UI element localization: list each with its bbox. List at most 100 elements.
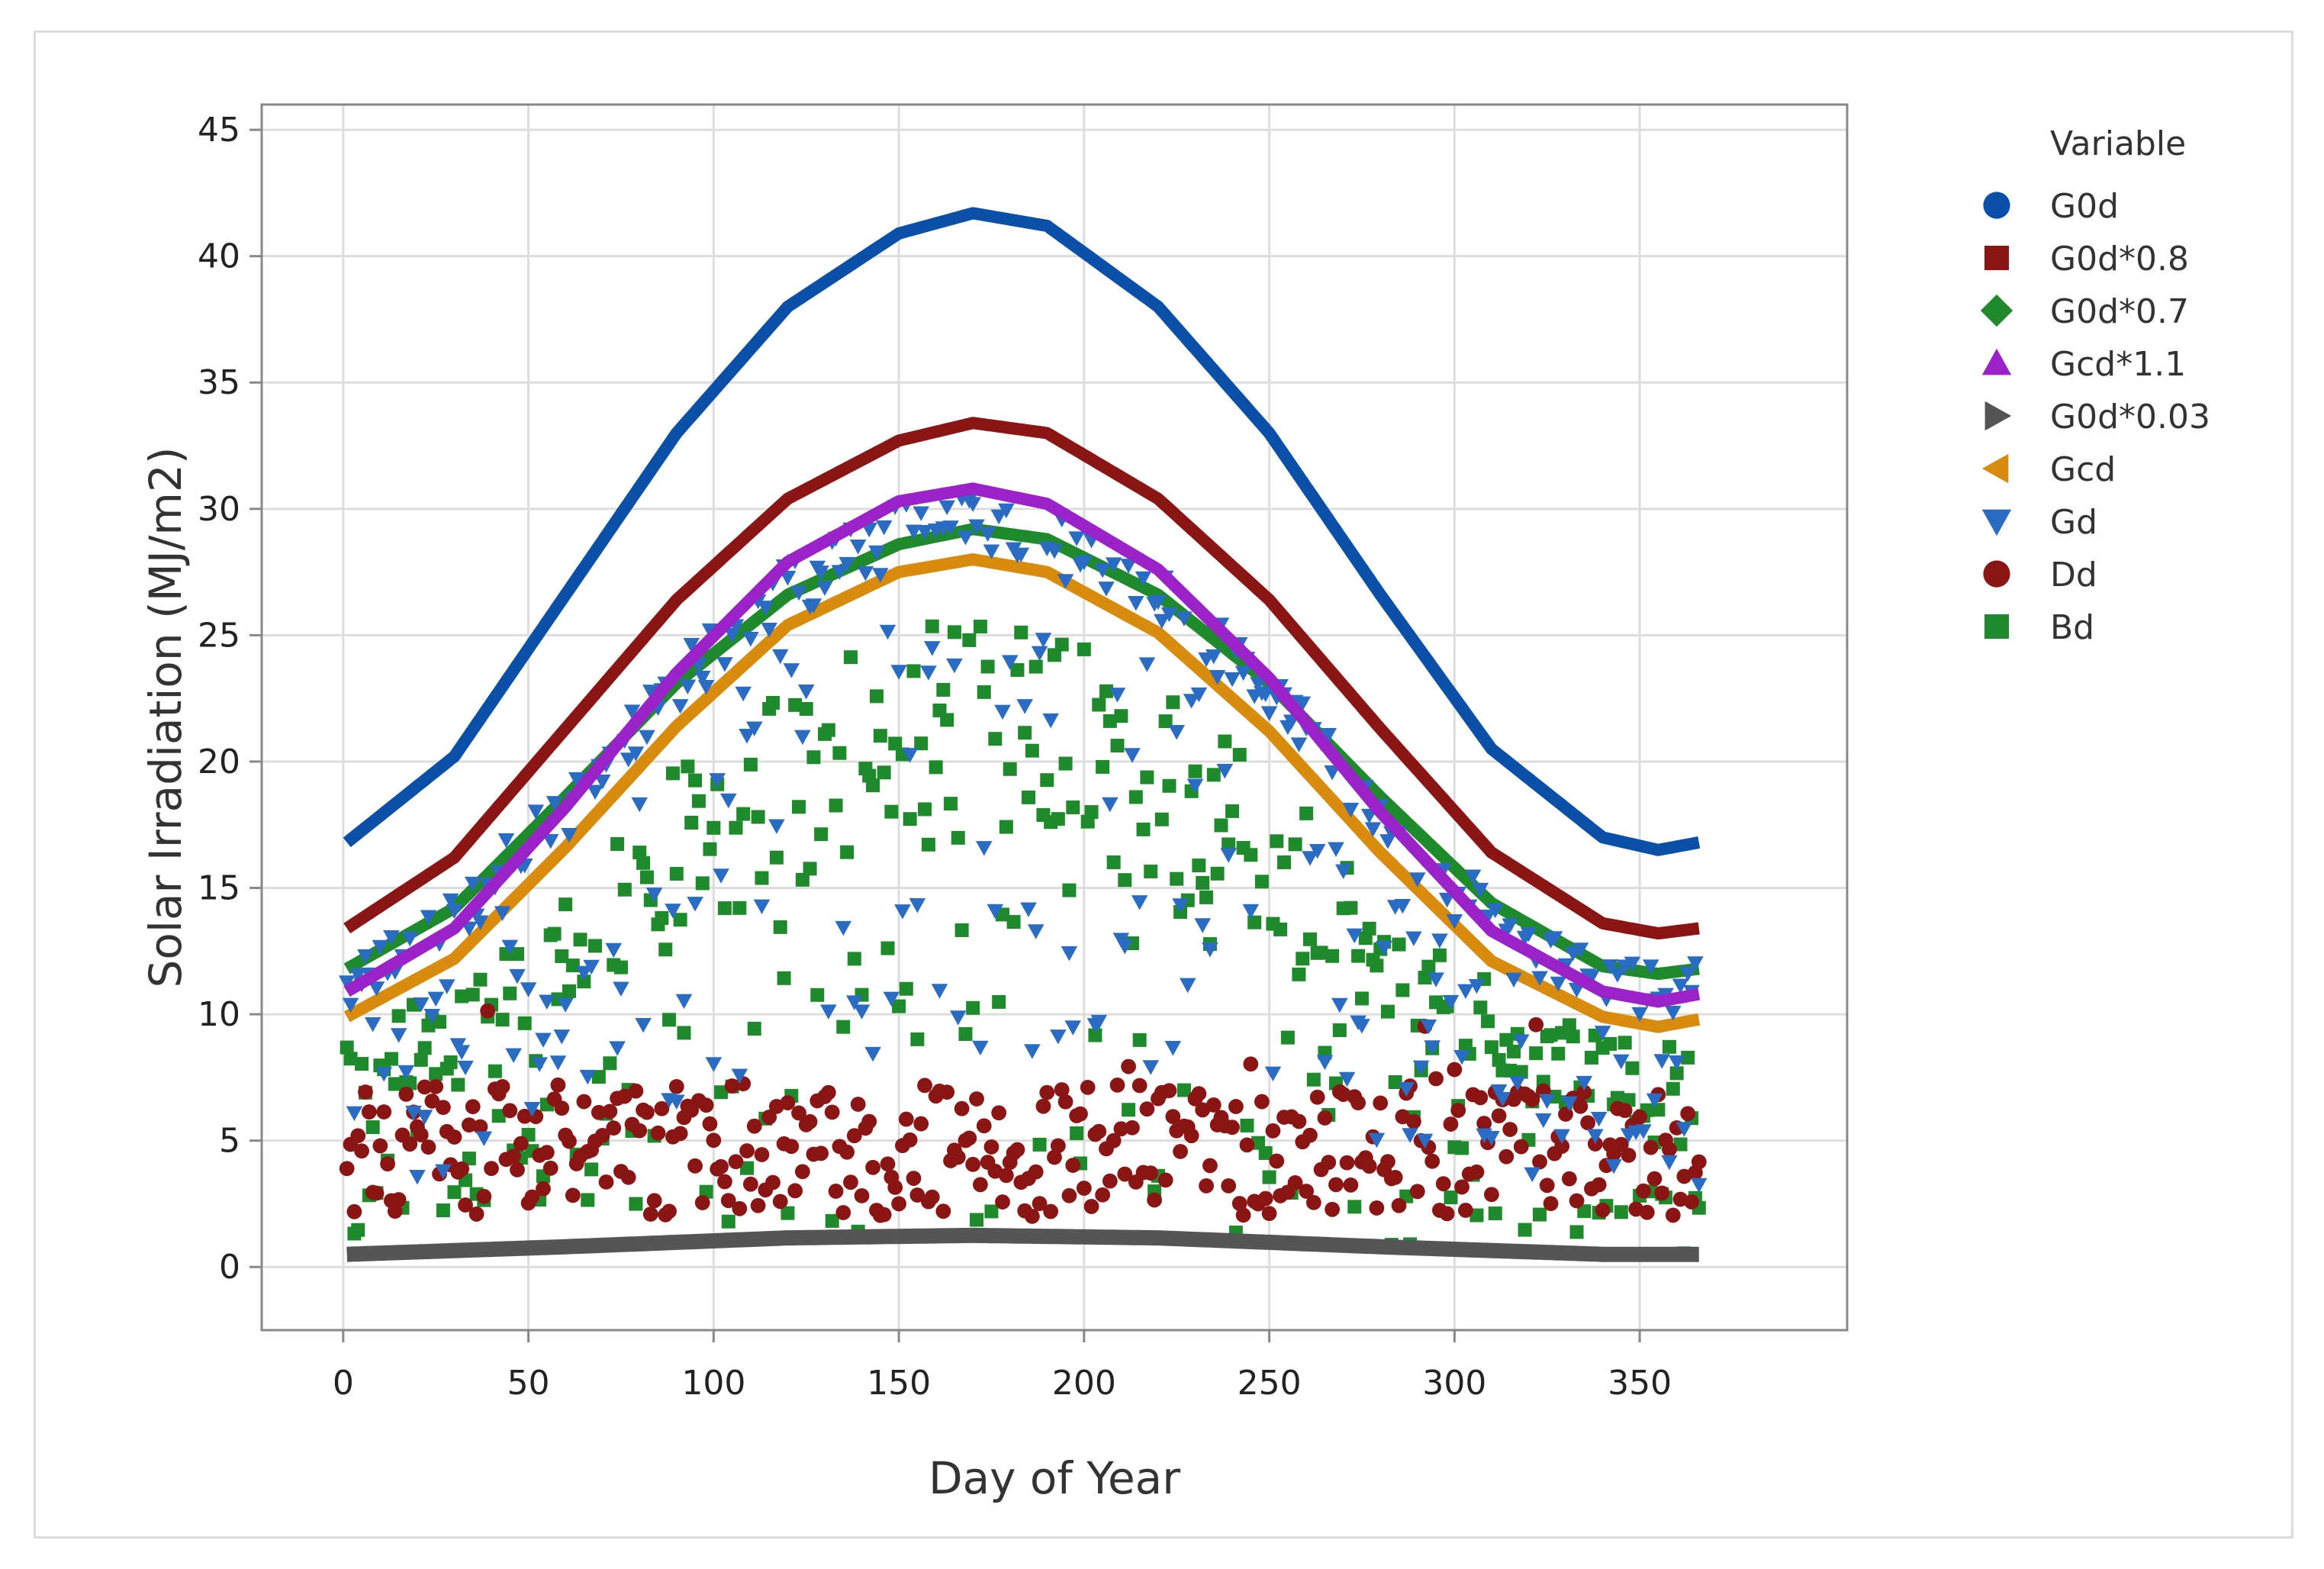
- data-point: [1110, 739, 1125, 753]
- data-point: [650, 1125, 666, 1141]
- data-point: [839, 556, 855, 572]
- data-point: [665, 904, 681, 919]
- data-point: [1054, 637, 1069, 652]
- data-point: [1306, 1072, 1321, 1087]
- legend-label: G0d*0.7: [2050, 292, 2189, 331]
- data-point: [665, 766, 680, 781]
- data-point: [825, 1213, 839, 1228]
- data-point: [391, 1009, 406, 1023]
- data-point: [687, 1158, 703, 1174]
- data-point: [913, 1116, 929, 1132]
- data-point: [546, 796, 563, 811]
- data-point: [457, 1060, 474, 1076]
- data-point: [1014, 625, 1028, 640]
- y-tick-label: 20: [198, 743, 240, 781]
- data-point: [1131, 1078, 1148, 1094]
- data-point: [627, 746, 645, 762]
- data-point: [369, 1185, 385, 1201]
- data-point: [1188, 764, 1202, 778]
- data-point: [465, 987, 480, 1002]
- data-point: [542, 1160, 558, 1176]
- data-point: [924, 1189, 940, 1205]
- data-point: [354, 1143, 369, 1159]
- data-point: [561, 828, 578, 843]
- data-point: [1595, 1203, 1611, 1218]
- data-point: [1594, 1026, 1611, 1041]
- data-point: [576, 1094, 592, 1110]
- data-point: [1221, 1178, 1237, 1194]
- data-point: [1591, 1177, 1607, 1193]
- data-point: [491, 1109, 506, 1123]
- data-point: [1370, 958, 1384, 973]
- data-point: [1625, 1061, 1640, 1075]
- data-point: [553, 1029, 571, 1045]
- data-point: [1205, 1097, 1222, 1113]
- data-point: [1012, 547, 1030, 563]
- data-point: [709, 773, 726, 788]
- legend-label: Dd: [2050, 556, 2097, 594]
- data-point: [1672, 978, 1689, 994]
- data-point: [1614, 1205, 1628, 1219]
- data-point: [829, 798, 843, 813]
- x-tick-label: 350: [1608, 1364, 1672, 1403]
- data-point: [1402, 1128, 1418, 1143]
- data-point: [558, 897, 573, 912]
- data-point: [905, 524, 922, 540]
- data-point: [1216, 763, 1234, 779]
- data-point: [1260, 706, 1278, 721]
- data-point: [1502, 918, 1518, 933]
- data-point: [1117, 1166, 1133, 1182]
- data-point: [1054, 1082, 1070, 1097]
- data-point: [668, 1078, 684, 1094]
- data-point: [1299, 1184, 1315, 1199]
- data-point: [1491, 1108, 1507, 1124]
- data-point: [976, 1118, 992, 1134]
- data-point: [536, 1181, 551, 1197]
- data-point: [358, 1084, 373, 1100]
- data-point: [1453, 1049, 1470, 1065]
- data-point: [1176, 611, 1193, 627]
- data-point: [1303, 932, 1318, 946]
- data-point: [1498, 1149, 1514, 1165]
- data-point: [1135, 571, 1152, 587]
- data-point: [1539, 1178, 1555, 1194]
- data-point: [1262, 1170, 1276, 1184]
- data-point: [821, 723, 835, 737]
- data-point: [683, 638, 700, 653]
- data-point: [751, 810, 765, 824]
- legend-marker: [1983, 560, 2010, 588]
- data-point: [931, 984, 948, 999]
- data-point: [617, 882, 632, 897]
- data-point: [446, 1129, 462, 1145]
- data-point: [745, 721, 763, 736]
- legend-label: Gd: [2050, 503, 2097, 542]
- data-point: [1106, 1132, 1122, 1149]
- data-point: [594, 775, 611, 790]
- x-tick-label: 200: [1052, 1364, 1116, 1403]
- data-point: [645, 888, 663, 903]
- data-point: [832, 746, 847, 760]
- data-point: [923, 641, 941, 656]
- data-point: [1166, 695, 1180, 710]
- data-point: [1354, 1019, 1370, 1034]
- data-point: [805, 598, 822, 614]
- data-point: [1524, 1092, 1540, 1107]
- data-point: [769, 850, 784, 865]
- data-point: [1124, 748, 1141, 763]
- data-point: [1325, 1201, 1341, 1217]
- legend-item: Dd: [1983, 556, 2097, 594]
- data-point: [1139, 1101, 1155, 1117]
- data-point: [1199, 890, 1214, 904]
- data-point: [620, 1169, 636, 1185]
- legend-label: Bd: [2050, 608, 2094, 647]
- data-point: [1669, 1066, 1684, 1081]
- data-point: [1088, 1028, 1102, 1042]
- data-point: [423, 1009, 441, 1024]
- series-gd: [338, 491, 1708, 1194]
- data-point: [1006, 915, 1021, 929]
- data-point: [429, 1067, 443, 1081]
- data-point: [520, 982, 537, 997]
- data-point: [1580, 1115, 1596, 1131]
- data-point: [806, 750, 821, 765]
- y-tick-label: 15: [198, 869, 240, 908]
